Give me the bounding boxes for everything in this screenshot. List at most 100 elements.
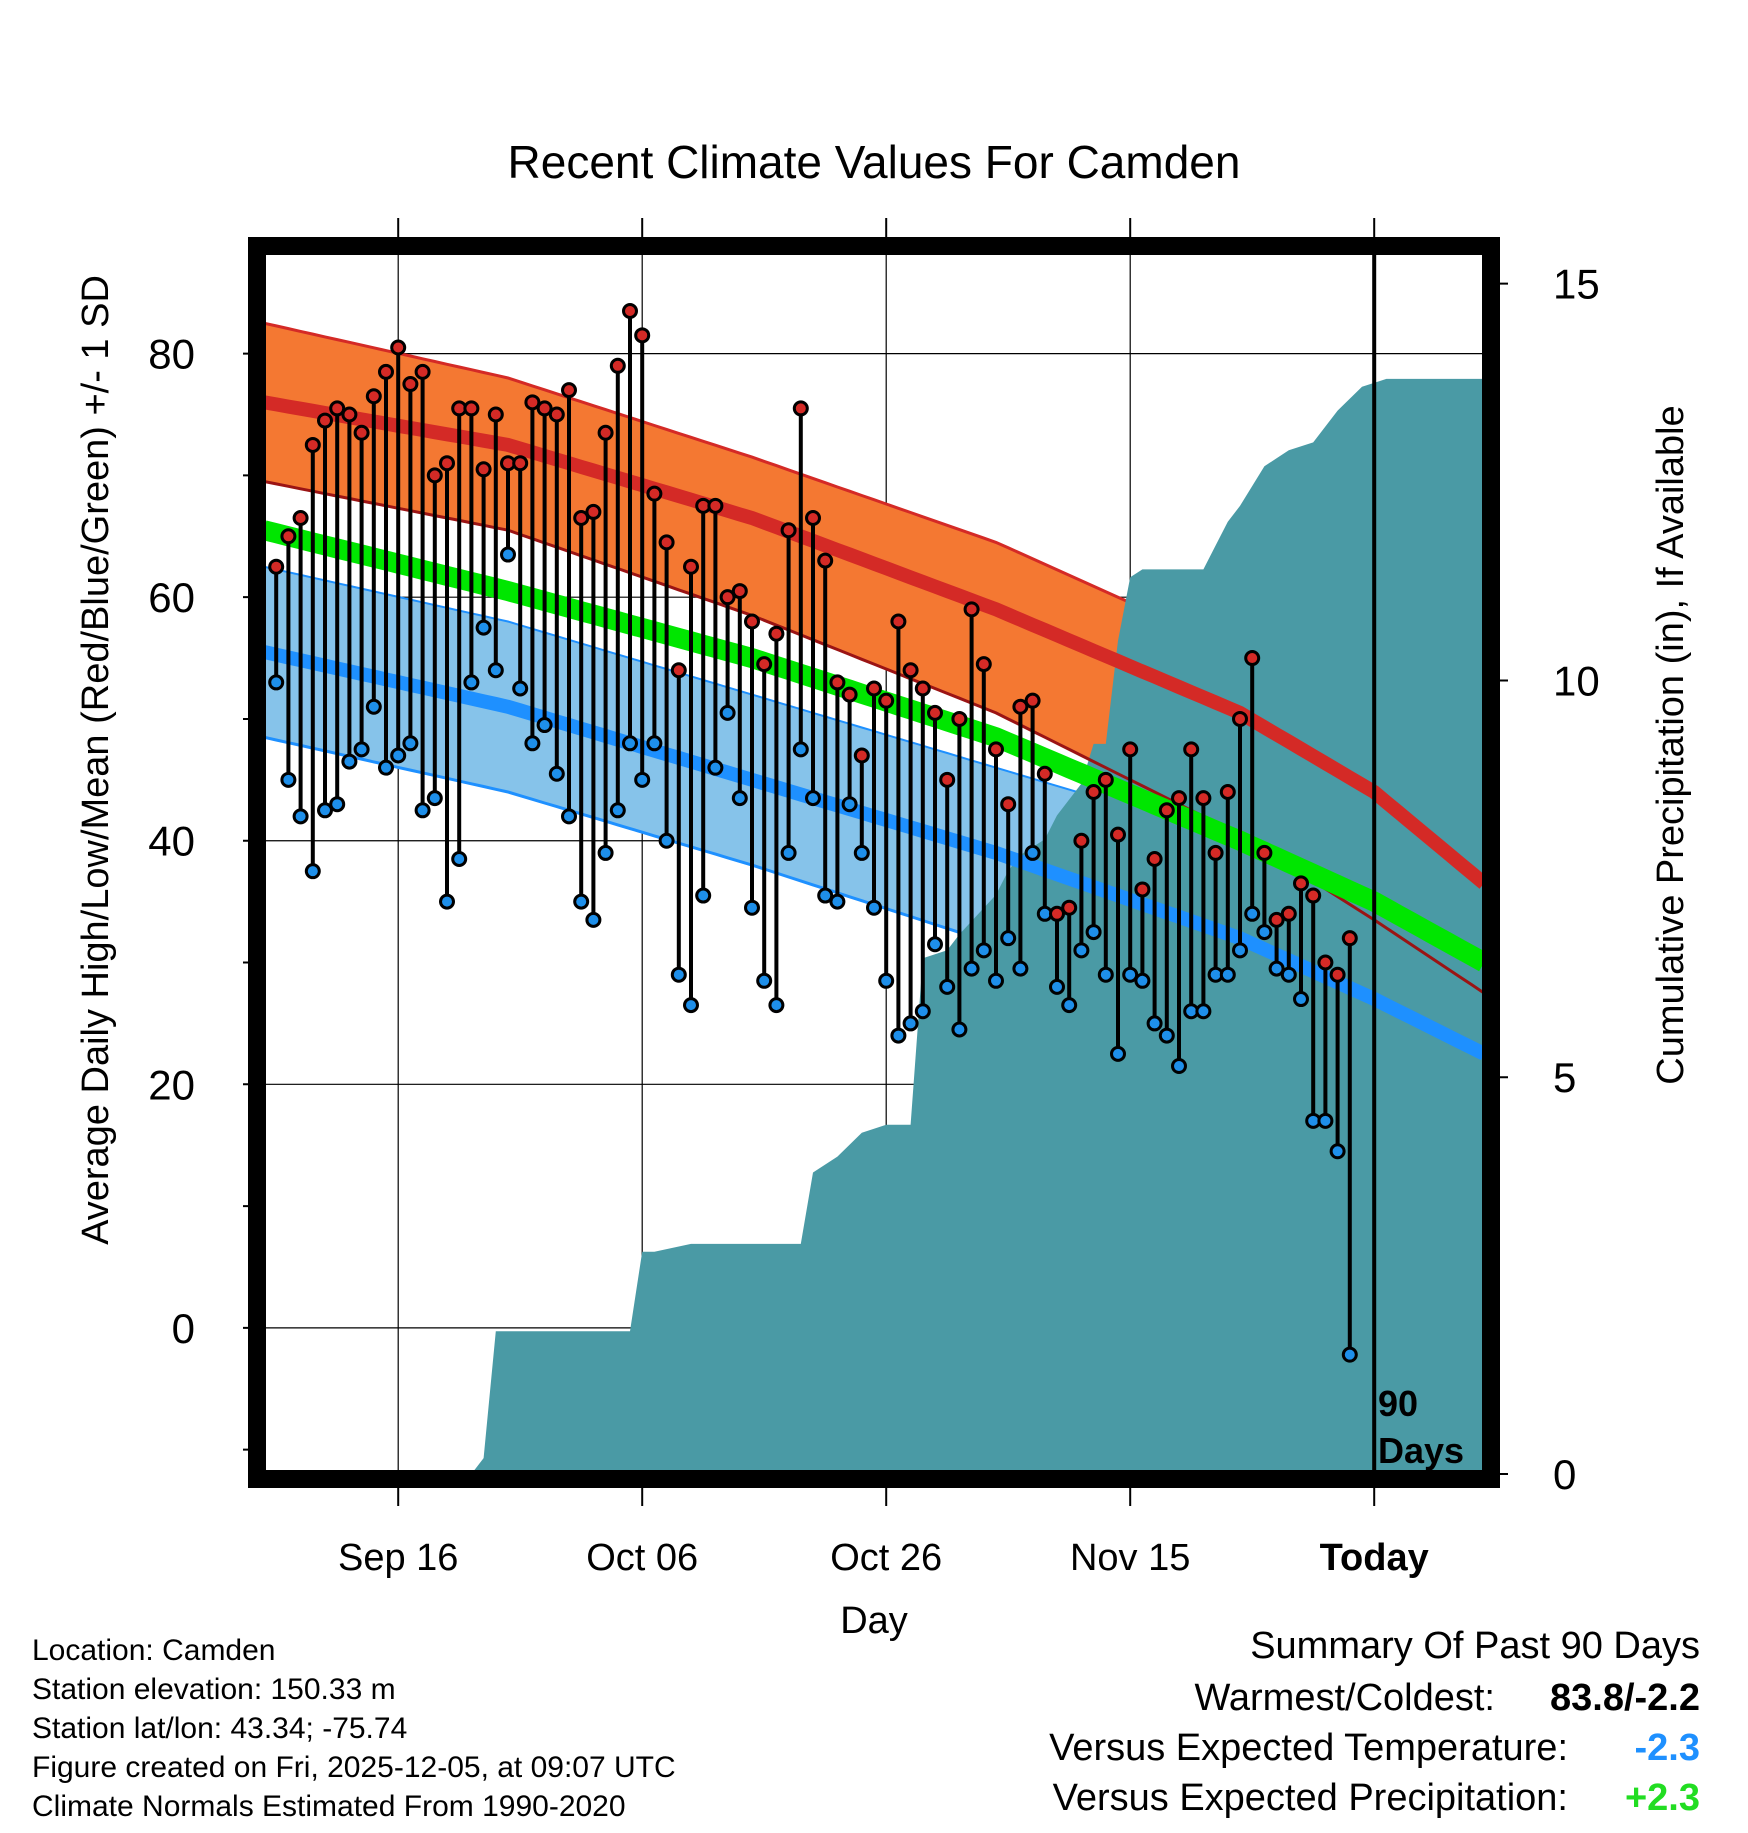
daily-low-point bbox=[670, 966, 687, 983]
axes: 0 20 40 60 80 0 5 10 15 Sep 16 Oct 06 Oct 26 Nov 15 T… bbox=[148, 218, 1600, 1579]
daily-low-point bbox=[1329, 1143, 1346, 1160]
daily-low-point bbox=[317, 802, 333, 819]
daily-low-point bbox=[500, 546, 516, 563]
daily-low-point bbox=[1085, 924, 1102, 941]
daily-low-point bbox=[329, 796, 346, 813]
y2-tick-label: 10 bbox=[1553, 657, 1600, 704]
y-tick-label: 20 bbox=[148, 1061, 195, 1108]
daily-low-point bbox=[951, 1021, 968, 1038]
daily-high-point bbox=[951, 710, 968, 727]
daily-low-point bbox=[1219, 966, 1236, 983]
daily-high-point bbox=[939, 771, 956, 788]
x-tick-label: Oct 06 bbox=[586, 1537, 698, 1579]
daily-low-point bbox=[646, 735, 663, 752]
today-marker-label: 90 Days bbox=[1378, 1383, 1464, 1471]
daily-high-point bbox=[817, 552, 834, 569]
daily-high-point bbox=[1036, 765, 1053, 782]
daily-low-point bbox=[1293, 991, 1309, 1008]
daily-high-point bbox=[585, 503, 602, 520]
daily-high-point bbox=[1219, 784, 1236, 801]
daily-low-point bbox=[268, 674, 285, 691]
daily-high-point bbox=[1317, 954, 1334, 971]
daily-high-point bbox=[1061, 899, 1078, 916]
summary-warm-label: Warmest/Coldest: bbox=[1194, 1677, 1495, 1719]
daily-high-point bbox=[1268, 911, 1285, 928]
summary-warm-value: 83.8/-2.2 bbox=[1550, 1677, 1700, 1719]
daily-high-point bbox=[646, 485, 663, 502]
daily-high-point bbox=[304, 436, 321, 453]
daily-low-point bbox=[475, 619, 492, 636]
daily-low-point bbox=[731, 790, 748, 807]
daily-high-point bbox=[463, 400, 480, 417]
daily-low-point bbox=[1012, 960, 1029, 977]
daily-high-point bbox=[1024, 692, 1041, 709]
daily-high-point bbox=[402, 376, 419, 393]
daily-low-point bbox=[1317, 1112, 1334, 1129]
daily-high-point bbox=[1183, 741, 1200, 758]
daily-high-point bbox=[1232, 710, 1248, 727]
daily-high-point bbox=[1280, 905, 1297, 922]
daily-high-point bbox=[1146, 851, 1163, 867]
daily-high-point bbox=[1244, 650, 1261, 667]
daily-low-point bbox=[390, 747, 407, 764]
daily-low-point bbox=[1122, 966, 1139, 983]
daily-high-point bbox=[902, 662, 919, 679]
daily-low-point bbox=[988, 972, 1004, 989]
daily-low-point bbox=[536, 717, 553, 734]
daily-high-point bbox=[548, 406, 565, 423]
daily-low-point bbox=[695, 887, 712, 904]
daily-high-point bbox=[1122, 741, 1139, 758]
daily-low-point bbox=[573, 893, 590, 910]
daily-high-point bbox=[841, 686, 858, 703]
daily-high-point bbox=[780, 522, 797, 539]
daily-high-point bbox=[988, 741, 1004, 758]
daily-high-point bbox=[573, 510, 590, 527]
summary-title: Summary Of Past 90 Days bbox=[1250, 1625, 1700, 1667]
daily-high-point bbox=[378, 363, 394, 380]
daily-low-point bbox=[1049, 978, 1065, 995]
daily-high-point bbox=[512, 455, 529, 472]
daily-low-point bbox=[841, 796, 858, 813]
daily-low-point bbox=[1341, 1346, 1358, 1363]
daily-low-point bbox=[1073, 942, 1090, 959]
daily-low-point bbox=[890, 1027, 907, 1044]
daily-low-point bbox=[1097, 966, 1114, 983]
daily-low-point bbox=[975, 942, 992, 959]
y2-tick-label: 0 bbox=[1553, 1451, 1576, 1498]
daily-low-point bbox=[1000, 930, 1017, 947]
daily-low-point bbox=[512, 680, 529, 697]
daily-low-point bbox=[1280, 966, 1297, 983]
x-tick-label: Oct 26 bbox=[830, 1537, 942, 1579]
daily-high-point bbox=[756, 656, 773, 673]
footer-latlon: Station lat/lon: 43.34; -75.74 bbox=[32, 1712, 407, 1745]
daily-high-point bbox=[536, 400, 553, 417]
daily-high-point bbox=[329, 400, 346, 417]
y-tick-label: 40 bbox=[148, 818, 195, 865]
daily-low-point bbox=[817, 887, 834, 904]
daily-low-point bbox=[463, 674, 480, 691]
daily-high-point bbox=[487, 406, 504, 423]
daily-high-point bbox=[634, 327, 651, 344]
daily-low-point bbox=[548, 765, 565, 782]
daily-low-point bbox=[634, 771, 651, 788]
daily-high-point bbox=[1097, 771, 1114, 788]
daily-high-point bbox=[1158, 802, 1175, 819]
daily-low-point bbox=[609, 802, 626, 819]
daily-low-point bbox=[1024, 844, 1041, 861]
daily-high-point bbox=[866, 680, 882, 697]
y2-tick-label: 5 bbox=[1553, 1054, 1576, 1101]
daily-high-point bbox=[390, 339, 407, 356]
summary-temp-value: -2.3 bbox=[1635, 1727, 1700, 1769]
daily-low-point bbox=[707, 759, 724, 776]
summary-precip-label: Versus Expected Precipitation: bbox=[1053, 1777, 1568, 1819]
summary-temp-label: Versus Expected Temperature: bbox=[1049, 1727, 1568, 1769]
footer-normals: Climate Normals Estimated From 1990-2020 bbox=[32, 1790, 626, 1823]
daily-low-point bbox=[280, 771, 297, 788]
station-info: Location: Camden Station elevation: 150.… bbox=[32, 1634, 676, 1823]
daily-high-point bbox=[353, 424, 370, 441]
daily-high-point bbox=[1073, 832, 1090, 849]
footer-elevation: Station elevation: 150.33 m bbox=[32, 1673, 396, 1706]
daily-low-point bbox=[1110, 1045, 1126, 1062]
daily-high-point bbox=[975, 656, 992, 673]
daily-high-point bbox=[1305, 887, 1322, 904]
